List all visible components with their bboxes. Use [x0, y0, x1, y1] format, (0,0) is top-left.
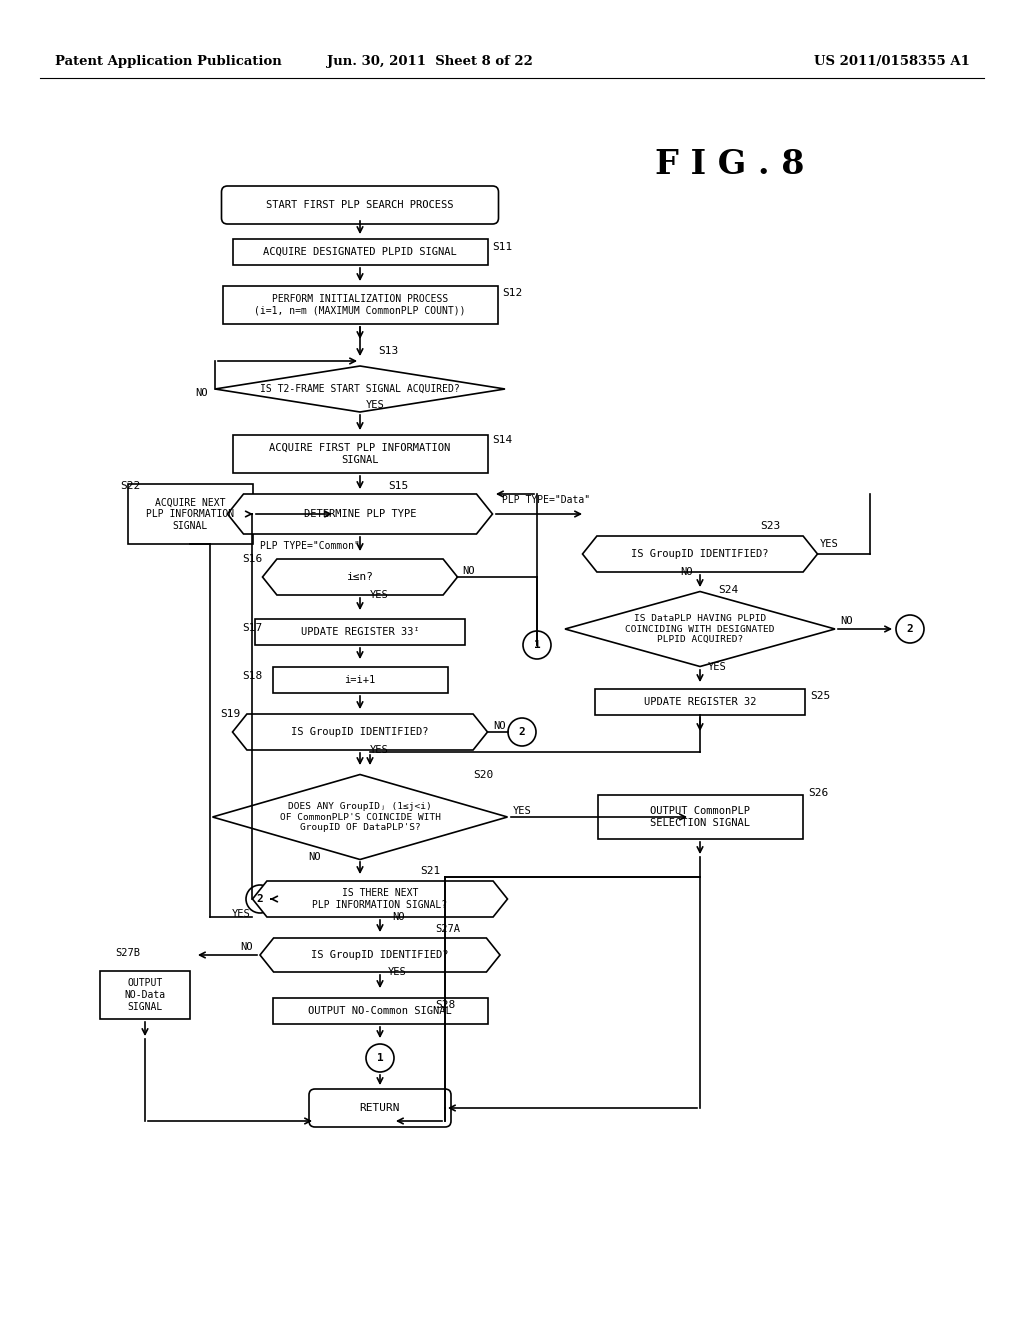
Text: YES: YES: [513, 807, 531, 816]
Text: DETERMINE PLP TYPE: DETERMINE PLP TYPE: [304, 510, 416, 519]
Text: IS T2-FRAME START SIGNAL ACQUIRED?: IS T2-FRAME START SIGNAL ACQUIRED?: [260, 384, 460, 393]
Text: Patent Application Publication: Patent Application Publication: [55, 55, 282, 69]
Text: S28: S28: [435, 1001, 456, 1010]
Text: S27B: S27B: [115, 948, 140, 958]
Text: IS GroupID IDENTIFIED?: IS GroupID IDENTIFIED?: [291, 727, 429, 737]
Text: 2: 2: [518, 727, 525, 737]
Text: NO: NO: [462, 566, 474, 576]
Polygon shape: [227, 494, 493, 535]
Text: S24: S24: [718, 585, 738, 595]
Circle shape: [896, 615, 924, 643]
Text: ACQUIRE NEXT
PLP INFORMATION
SIGNAL: ACQUIRE NEXT PLP INFORMATION SIGNAL: [146, 498, 234, 531]
Text: UPDATE REGISTER 32: UPDATE REGISTER 32: [644, 697, 757, 708]
Text: S20: S20: [473, 770, 494, 780]
Text: S25: S25: [810, 690, 830, 701]
Text: i≤n?: i≤n?: [346, 572, 374, 582]
Text: PERFORM INITIALIZATION PROCESS
(i=1, n=m (MAXIMUM CommonPLP COUNT)): PERFORM INITIALIZATION PROCESS (i=1, n=m…: [254, 294, 466, 315]
FancyBboxPatch shape: [221, 186, 499, 224]
Text: S14: S14: [492, 436, 512, 445]
Text: S16: S16: [242, 554, 262, 564]
Text: NO: NO: [493, 721, 506, 731]
Text: NO: NO: [840, 616, 853, 626]
Text: YES: YES: [708, 663, 727, 672]
Bar: [222, 286, 498, 323]
FancyBboxPatch shape: [309, 1089, 451, 1127]
Text: PLP TYPE="Data": PLP TYPE="Data": [502, 495, 590, 506]
Bar: [100, 972, 190, 1019]
Text: S12: S12: [502, 288, 522, 298]
Text: i=i+1: i=i+1: [344, 675, 376, 685]
Circle shape: [508, 718, 536, 746]
Text: 2: 2: [906, 624, 913, 634]
Text: PLP TYPE="Common": PLP TYPE="Common": [260, 541, 359, 550]
Text: NO: NO: [195, 388, 208, 399]
Bar: [232, 239, 487, 265]
Text: NO: NO: [680, 568, 692, 577]
Text: NO: NO: [392, 912, 404, 921]
Bar: [232, 436, 487, 473]
Polygon shape: [213, 775, 508, 859]
Text: YES: YES: [820, 539, 839, 549]
Polygon shape: [253, 880, 508, 917]
Text: IS DataPLP HAVING PLPID
COINCIDING WITH DESIGNATED
PLPID ACQUIRED?: IS DataPLP HAVING PLPID COINCIDING WITH …: [626, 614, 775, 644]
Polygon shape: [583, 536, 817, 572]
Bar: [272, 667, 447, 693]
Text: F I G . 8: F I G . 8: [655, 149, 805, 181]
Polygon shape: [565, 591, 835, 667]
Bar: [128, 484, 253, 544]
Text: S22: S22: [120, 480, 140, 491]
Polygon shape: [232, 714, 487, 750]
Circle shape: [523, 631, 551, 659]
Circle shape: [246, 884, 274, 913]
Text: S23: S23: [760, 521, 780, 531]
Text: 1: 1: [534, 640, 541, 649]
Bar: [597, 795, 803, 840]
Text: ACQUIRE DESIGNATED PLPID SIGNAL: ACQUIRE DESIGNATED PLPID SIGNAL: [263, 247, 457, 257]
Text: S13: S13: [378, 346, 398, 356]
Text: OUTPUT NO-Common SIGNAL: OUTPUT NO-Common SIGNAL: [308, 1006, 452, 1016]
Text: 1: 1: [377, 1053, 383, 1063]
Text: Jun. 30, 2011  Sheet 8 of 22: Jun. 30, 2011 Sheet 8 of 22: [327, 55, 532, 69]
Polygon shape: [215, 366, 505, 412]
Text: START FIRST PLP SEARCH PROCESS: START FIRST PLP SEARCH PROCESS: [266, 201, 454, 210]
Polygon shape: [260, 939, 500, 972]
Text: YES: YES: [232, 909, 251, 919]
Text: IS GroupID IDENTIFIED?: IS GroupID IDENTIFIED?: [311, 950, 449, 960]
Text: OUTPUT CommonPLP
SELECTION SIGNAL: OUTPUT CommonPLP SELECTION SIGNAL: [650, 807, 750, 828]
Text: YES: YES: [370, 744, 389, 755]
Text: IS GroupID IDENTIFIED?: IS GroupID IDENTIFIED?: [631, 549, 769, 558]
Bar: [595, 689, 805, 715]
Text: S21: S21: [420, 866, 440, 876]
Polygon shape: [262, 558, 458, 595]
Text: S27A: S27A: [435, 924, 460, 935]
Text: S18: S18: [242, 671, 262, 681]
Text: S11: S11: [492, 242, 512, 252]
Bar: [272, 998, 487, 1024]
Bar: [255, 619, 465, 645]
Circle shape: [366, 1044, 394, 1072]
Text: RETURN: RETURN: [359, 1104, 400, 1113]
Text: OUTPUT
NO-Data
SIGNAL: OUTPUT NO-Data SIGNAL: [125, 978, 166, 1011]
Text: YES: YES: [370, 590, 389, 601]
Text: YES: YES: [388, 968, 407, 977]
Text: 2: 2: [257, 894, 263, 904]
Text: US 2011/0158355 A1: US 2011/0158355 A1: [814, 55, 970, 69]
Text: UPDATE REGISTER 33ᴵ: UPDATE REGISTER 33ᴵ: [301, 627, 420, 638]
Text: ACQUIRE FIRST PLP INFORMATION
SIGNAL: ACQUIRE FIRST PLP INFORMATION SIGNAL: [269, 444, 451, 465]
Text: S15: S15: [388, 480, 409, 491]
Text: YES: YES: [366, 400, 385, 411]
Text: NO: NO: [240, 942, 253, 952]
Text: NO: NO: [308, 851, 321, 862]
Text: S26: S26: [808, 788, 828, 799]
Text: S19: S19: [220, 709, 241, 719]
Text: S17: S17: [242, 623, 262, 634]
Text: IS THERE NEXT
PLP INFORMATION SIGNAL?: IS THERE NEXT PLP INFORMATION SIGNAL?: [312, 888, 447, 909]
Text: DOES ANY GroupIDⱼ (1≤j<i)
OF CommonPLP'S COINCIDE WITH
GroupID OF DataPLP'S?: DOES ANY GroupIDⱼ (1≤j<i) OF CommonPLP'S…: [280, 803, 440, 832]
